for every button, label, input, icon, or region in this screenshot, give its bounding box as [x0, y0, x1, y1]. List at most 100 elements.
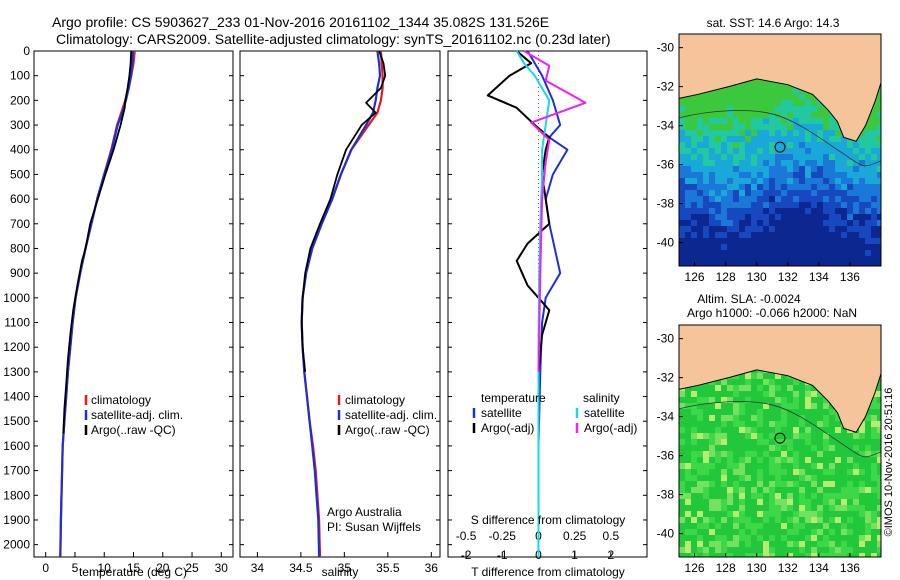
map-cell: [727, 112, 733, 118]
map-cell: [811, 244, 817, 250]
map-cell: [781, 517, 787, 523]
map-cell: [685, 445, 691, 451]
map-cell: [859, 238, 865, 244]
map-cell: [745, 493, 751, 499]
map-cell: [775, 541, 781, 547]
map-cell: [745, 82, 751, 88]
map-cell: [715, 403, 721, 409]
x-tick-label: 34.5: [289, 561, 313, 575]
map-cell: [691, 226, 697, 232]
map-cell: [871, 469, 877, 475]
map-cell: [871, 547, 877, 553]
map-cell: [829, 451, 835, 457]
map-cell: [841, 136, 847, 142]
map-cell: [751, 397, 757, 403]
map-cell: [787, 397, 793, 403]
map-cell: [715, 415, 721, 421]
map-cell: [739, 148, 745, 154]
map-cell: [871, 232, 877, 238]
map-cell: [733, 403, 739, 409]
y-tick-label: 500: [10, 167, 30, 181]
map-cell: [811, 172, 817, 178]
map-cell: [697, 397, 703, 403]
map-cell: [775, 196, 781, 202]
map-cell: [859, 262, 865, 266]
map-cell: [835, 178, 841, 184]
map-cell: [823, 130, 829, 136]
map-cell: [721, 94, 727, 100]
float-position-marker: [774, 141, 786, 153]
map-cell: [871, 421, 877, 427]
map-cell: [823, 439, 829, 445]
map-cell: [805, 166, 811, 172]
map-cell: [775, 391, 781, 397]
map-cell: [757, 88, 763, 94]
map-cell: [793, 397, 799, 403]
map-cell: [703, 523, 709, 529]
x-tick-label: 10: [98, 561, 112, 575]
map-cell: [703, 136, 709, 142]
map-cell: [727, 385, 733, 391]
map-cell: [835, 445, 841, 451]
map-cell: [877, 391, 881, 397]
map-cell: [751, 172, 757, 178]
map-cell: [865, 214, 871, 220]
map-cell: [721, 130, 727, 136]
map-cell: [745, 238, 751, 244]
map-cell: [679, 451, 685, 457]
map-cell: [877, 499, 881, 505]
map-cell: [733, 433, 739, 439]
map-cell: [799, 100, 805, 106]
map-cell: [715, 136, 721, 142]
map-cell: [859, 511, 865, 517]
map-cell: [739, 397, 745, 403]
map-cell: [703, 457, 709, 463]
map-cell: [739, 391, 745, 397]
map-cell: [769, 535, 775, 541]
land-mass: [678, 324, 882, 433]
map-cell: [799, 463, 805, 469]
map-cell: [859, 142, 865, 148]
map-cell: [781, 391, 787, 397]
map-cell: [697, 238, 703, 244]
map-cell: [781, 196, 787, 202]
map-cell: [877, 208, 881, 214]
map-cell: [781, 469, 787, 475]
map-cell: [865, 196, 871, 202]
map-cell: [757, 475, 763, 481]
map-cell: [739, 409, 745, 415]
map-cell: [751, 106, 757, 112]
map-cell: [817, 196, 823, 202]
map-cell: [697, 208, 703, 214]
map-cell: [829, 226, 835, 232]
difference-series-salinity-argo_sal: [523, 50, 587, 372]
map-cell: [739, 499, 745, 505]
map-cell: [685, 553, 691, 557]
map-cell: [727, 178, 733, 184]
map-cell: [685, 226, 691, 232]
map-cell: [781, 427, 787, 433]
map-cell: [697, 481, 703, 487]
map-cell: [757, 154, 763, 160]
map-cell: [841, 262, 847, 266]
map-cell: [871, 523, 877, 529]
map-cell: [841, 178, 847, 184]
map-cell: [739, 160, 745, 166]
map-cell: [715, 166, 721, 172]
map-cell: [817, 142, 823, 148]
map-cell: [721, 112, 727, 118]
map-cell: [727, 238, 733, 244]
map-cell: [793, 451, 799, 457]
map-cell: [853, 142, 859, 148]
map-cell: [721, 433, 727, 439]
map-cell: [811, 100, 817, 106]
map-cell: [811, 517, 817, 523]
map-cell: [811, 202, 817, 208]
x-tick-label-salinity: 0.25: [563, 529, 587, 543]
map-cell: [745, 172, 751, 178]
map-cell: [847, 202, 853, 208]
map-cell: [805, 475, 811, 481]
map-cell: [703, 220, 709, 226]
map-cell: [829, 415, 835, 421]
map-cell: [715, 457, 721, 463]
